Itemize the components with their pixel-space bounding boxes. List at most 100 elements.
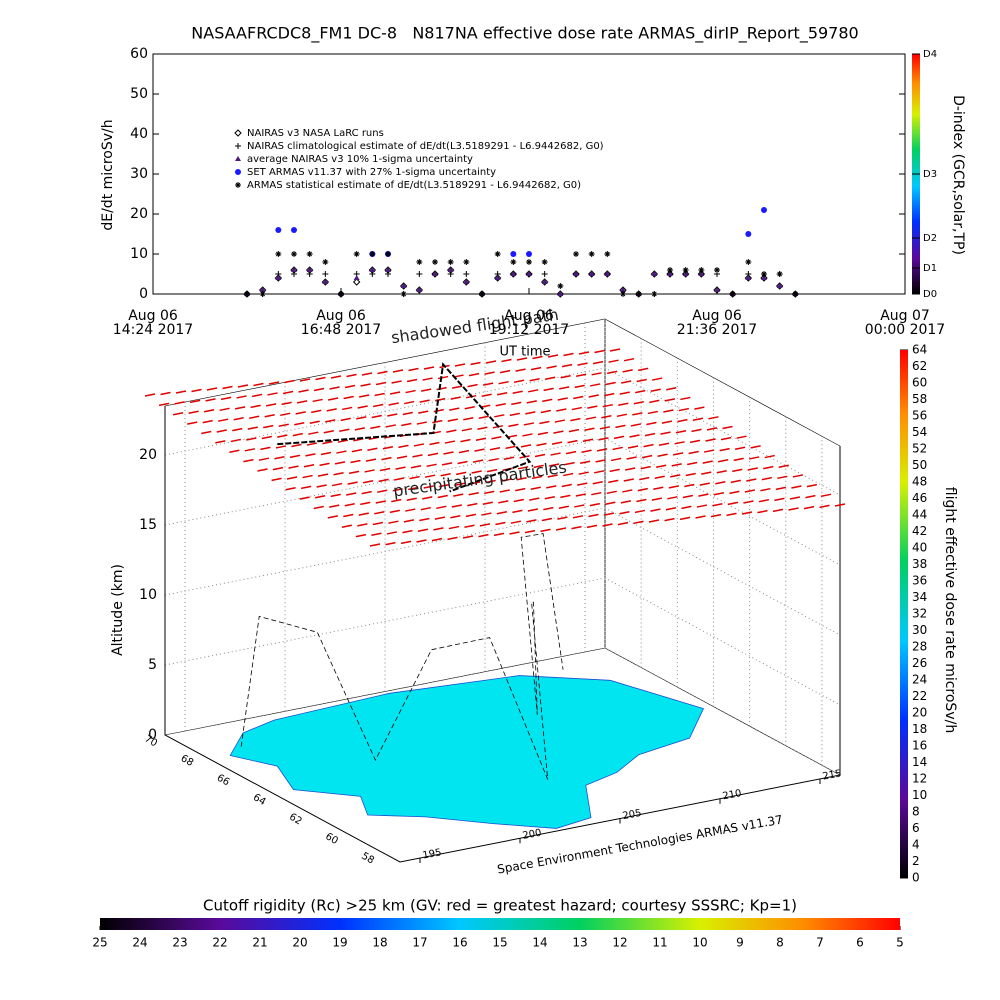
particle-dash [606,370,618,375]
diamond-marker [744,274,753,282]
particle-dash [528,389,539,393]
particle-dash [520,444,532,448]
triangle-marker [588,271,595,276]
legend-label: NAIRAS v3 NASA LaRC runs [247,128,384,139]
particle-dash [777,475,788,480]
asterisk-marker [526,259,532,265]
particle-dash [588,513,599,518]
particle-dash [436,505,447,510]
legend-marker [235,169,241,175]
particle-dash [385,424,396,428]
particle-dash [375,381,387,386]
colorbar-tick-label: 50 [912,458,927,472]
particle-dash [454,482,465,487]
particle-dash [646,421,657,426]
diamond-marker [493,274,502,282]
particle-dash [532,475,543,480]
particle-dash [408,367,419,372]
particle-dash [491,436,502,440]
particle-dash [437,494,448,499]
particle-dash [708,416,719,420]
particle-dash [632,412,643,416]
particle-dash [388,520,399,524]
particle-dash [654,475,665,479]
particle-dash [561,363,573,368]
particle-dash [792,474,803,478]
legend-marker [235,143,241,149]
particle-dash [618,402,629,406]
particle-dash [367,447,378,451]
legend-label: NAIRAS climatological estimate of dE/dt(… [247,141,604,152]
flight-3d-plot: 0510152019520020521021558606264666870024… [92,318,927,950]
annotation: precipitating particles [392,457,568,500]
particle-dash [643,443,654,448]
particle-dash [692,417,704,421]
y-tick-label: 40 [130,126,148,142]
particle-dash [667,496,678,500]
particle-dash [391,498,402,503]
particle-dash [475,437,487,441]
diamond-marker [415,286,424,294]
y-tick-label: 58 [359,851,376,867]
particle-dash [215,440,226,444]
triangle-marker [385,267,391,272]
particle-dash [774,497,785,502]
particle-dash [451,385,463,389]
colorbar-tick-label: 22 [912,689,927,703]
dot-marker [526,251,532,257]
particle-dash [246,437,257,441]
particle-dash [516,476,527,481]
particle-dash [478,415,489,419]
particle-dash [232,427,243,432]
particle-dash [556,408,567,412]
particle-dash [460,438,471,443]
particle-dash [417,528,429,532]
particle-dash [300,485,312,490]
particle-dash [616,413,628,418]
asterisk-marker [682,267,689,273]
particle-dash [278,423,289,427]
particle-dash [158,402,170,407]
particle-dash [716,470,727,474]
chart-title: NASAAFRCDC8_FM1 DC-8 N817NA effective do… [191,24,858,44]
asterisk-marker [651,291,658,297]
particle-dash [602,403,613,408]
colorbar-label: flight effective dose rate microSv/h [942,487,958,733]
particle-dash [405,508,416,512]
particle-dash [457,460,468,465]
particle-dash [422,496,433,500]
colorbar-tick-label: 14 [532,936,547,950]
particle-dash [454,363,466,367]
diamond-marker [352,278,361,286]
particle-dash [625,467,636,471]
colorbar-tick-label: 24 [132,936,147,950]
colorbar-tick-label: 7 [816,936,824,950]
particle-dash [665,507,677,511]
particle-dash [277,434,288,438]
particle-dash [389,509,400,514]
particle-dash [577,362,588,366]
particle-dash [423,366,435,370]
x-tick-label: Aug 06 19:12 2017 [489,308,569,338]
colorbar-tick-label: 11 [652,936,667,950]
legend-marker [235,182,241,188]
particle-dash [606,490,617,495]
y-tick-label: 68 [179,753,196,769]
colorbar-tick-label: 40 [912,541,927,555]
colorbar-tick-label: 25 [92,936,107,950]
particle-dash [420,506,431,511]
z-tick-label: 15 [139,517,157,533]
colorbar-tick-label: 64 [912,343,927,357]
asterisk-marker [667,267,673,273]
particle-dash [350,459,361,464]
x-tick-label: Aug 06 21:36 2017 [677,308,757,338]
particle-dash [688,450,699,455]
colorbar-tick-label: D0 [923,289,937,300]
asterisk-marker [541,259,548,265]
particle-dash [274,456,285,460]
particle-dash [503,456,515,461]
particle-dash [703,449,715,453]
particle-dash [722,425,733,430]
particle-dash [472,459,484,463]
colorbar-tick-label: 30 [912,623,927,637]
